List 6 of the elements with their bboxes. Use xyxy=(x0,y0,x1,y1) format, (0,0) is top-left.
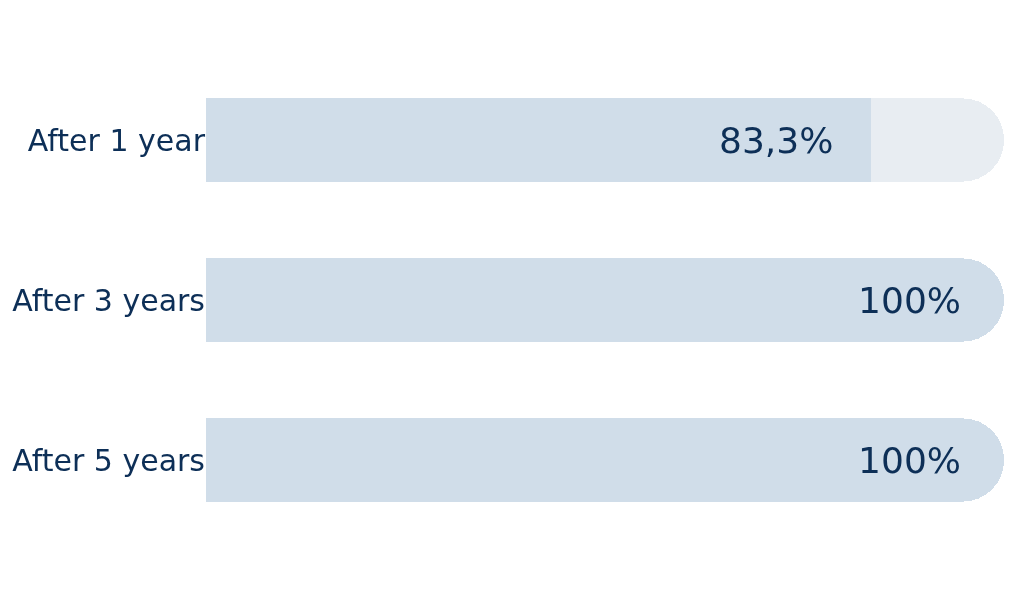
y-tick-label: After 5 years xyxy=(12,442,205,478)
data-label: 100% xyxy=(858,279,996,321)
y-tick-label: After 1 year xyxy=(27,122,206,158)
data-label: 83,3% xyxy=(719,119,868,161)
data-label: 100% xyxy=(858,439,996,481)
y-tick-label: After 3 years xyxy=(12,282,205,318)
